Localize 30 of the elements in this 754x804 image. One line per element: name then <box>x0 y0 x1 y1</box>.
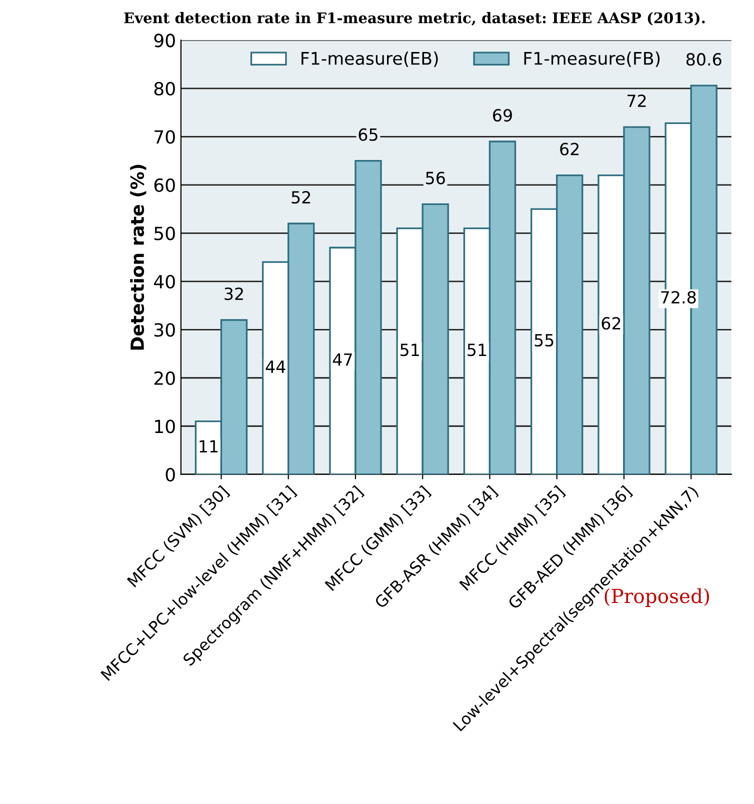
data-label: 51 <box>400 344 419 356</box>
data-label: 11 <box>200 440 218 452</box>
data-label: 47 <box>332 353 352 366</box>
data-label: 62 <box>560 142 579 156</box>
y-tick-label: 90 <box>154 34 175 48</box>
y-tick-label: 60 <box>154 178 175 192</box>
legend-label: F1-measure(FB) <box>524 52 660 67</box>
data-label: 80.6 <box>686 53 722 66</box>
data-label: 69 <box>493 109 512 122</box>
data-label: 65 <box>358 128 378 141</box>
data-label: 52 <box>292 191 310 204</box>
data-label: 44 <box>266 360 286 373</box>
y-tick-label: 50 <box>154 226 175 240</box>
y-tick-label: 0 <box>166 468 175 482</box>
y-tick-label: 80 <box>154 82 175 96</box>
data-label: 56 <box>426 172 445 184</box>
data-label: 55 <box>534 334 554 347</box>
data-label: 72 <box>628 94 646 107</box>
y-tick-label: 30 <box>154 323 175 337</box>
data-label: 51 <box>468 344 486 356</box>
chart-title: Event detection rate in F1-measure metric, dataset: IEEE AASP (2013). <box>124 12 705 26</box>
y-tick-label: 10 <box>155 420 175 434</box>
y-axis-title: Detection rate (%) <box>130 164 146 350</box>
y-tick-label: 70 <box>154 130 175 144</box>
legend-label: F1-measure(EB) <box>302 52 438 67</box>
y-tick-label: 40 <box>154 274 175 289</box>
data-label: 32 <box>224 287 243 300</box>
data-label: 62 <box>602 317 620 330</box>
data-label: 72.8 <box>661 290 696 304</box>
y-tick-label: 20 <box>154 371 175 385</box>
